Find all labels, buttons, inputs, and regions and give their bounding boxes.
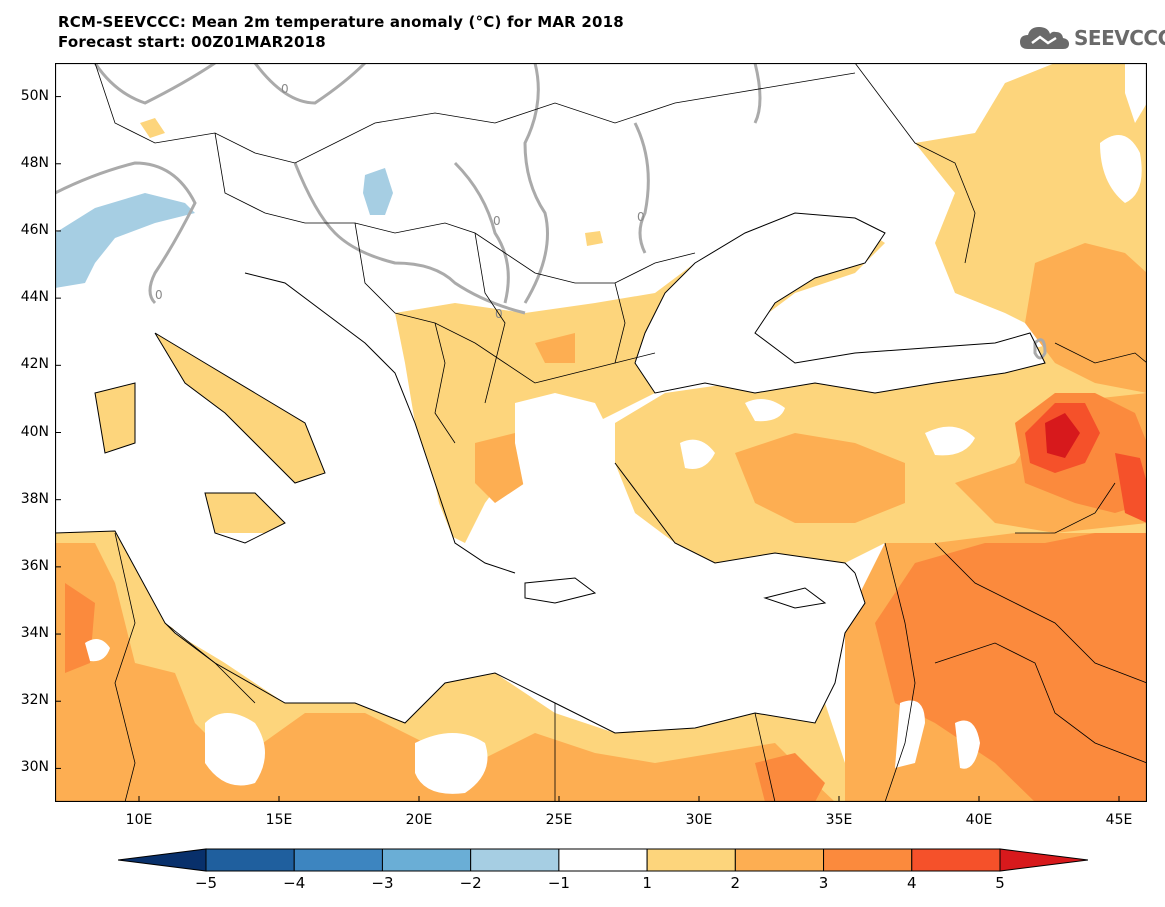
title-line-2: Forecast start: 00Z01MAR2018	[58, 33, 326, 51]
contour-label: 0	[493, 214, 501, 228]
colorbar-segment	[470, 848, 560, 872]
colorbar-label: −1	[547, 874, 570, 892]
longitude-label: 15E	[265, 812, 293, 828]
africa-cool-spot-2	[415, 733, 488, 794]
colorbar-segment	[823, 848, 913, 872]
latitude-label: 32N	[20, 692, 49, 709]
latitude-label: 30N	[20, 759, 49, 776]
anomaly-map: 0 0 0 0 0	[54, 61, 1148, 803]
colorbar-min-arrow	[118, 848, 207, 872]
latitude-label: 36N	[20, 557, 49, 574]
caspian-corner	[1125, 63, 1147, 123]
poland-warm-spot	[585, 231, 603, 246]
colorbar-segment	[293, 848, 383, 872]
map-panel: 0 0 0 0 0	[54, 61, 1148, 803]
caucasus-anomaly-gt5	[1045, 413, 1080, 458]
colorbar-label: −5	[194, 874, 218, 892]
black-sea	[635, 213, 1045, 393]
colorbar-segment	[381, 848, 472, 872]
latitude-label: 38N	[20, 490, 49, 507]
colorbar-segment	[911, 848, 1001, 872]
cloud-icon	[1020, 27, 1069, 49]
africa-anomaly-2to3	[55, 543, 835, 802]
desert-cool-spot-2	[955, 720, 980, 769]
logo-text: SEEVCCC	[1074, 26, 1165, 50]
colorbar-label: −3	[371, 874, 394, 892]
balkans-anomaly-2to3	[475, 333, 575, 503]
hungary-cool-anomaly	[363, 168, 393, 215]
latitude-label: 50N	[20, 87, 49, 104]
map-frame	[54, 62, 1148, 803]
anatolia-cool-spot-1	[745, 399, 785, 422]
latitude-label: 34N	[20, 625, 49, 642]
longitude-label: 30E	[685, 812, 713, 828]
latitude-label: 44N	[20, 289, 49, 306]
colorbar-segment	[205, 848, 295, 872]
colorbar-label: 4	[906, 874, 917, 892]
russia-cool-spot	[1100, 135, 1142, 203]
contour-label: 0	[281, 82, 289, 96]
zero-contour-lines	[54, 61, 1047, 360]
map-title: RCM-SEEVCCC: Mean 2m temperature anomaly…	[58, 12, 624, 52]
italy-anomaly-1to2	[95, 333, 325, 543]
mediterranean-sea	[155, 463, 865, 733]
contour-label: 0	[637, 210, 645, 224]
longitude-label: 10E	[125, 812, 153, 828]
colorbar-label: −2	[459, 874, 482, 892]
adriatic-sea	[245, 273, 395, 393]
colorbar-segment	[646, 848, 736, 872]
colorbar-label: 5	[995, 874, 1005, 892]
aegean-sea	[515, 393, 615, 553]
africa-cool-spot-1	[205, 713, 265, 786]
latitude-label: 40N	[20, 423, 49, 440]
longitude-label: 25E	[545, 812, 573, 828]
colorbar-label: −4	[283, 874, 306, 892]
contour-label: 0	[155, 288, 163, 302]
latitude-label: 42N	[20, 356, 49, 373]
longitude-label: 35E	[825, 812, 853, 828]
coastlines	[54, 212, 1046, 734]
seevccc-logo: SEEVCCC	[1018, 22, 1165, 54]
colorbar-label: 1	[642, 874, 652, 892]
longitude-label: 40E	[965, 812, 993, 828]
colorbar-label: 2	[730, 874, 741, 892]
colorbar-segment	[734, 848, 825, 872]
germany-warm-spot	[140, 118, 165, 138]
levant-anomaly-3to4	[875, 533, 1147, 802]
longitude-label: 20E	[405, 812, 433, 828]
anatolia-cool-spot-2	[925, 426, 975, 456]
longitude-label: 45E	[1105, 812, 1133, 828]
title-line-1: RCM-SEEVCCC: Mean 2m temperature anomaly…	[58, 13, 624, 31]
colorbar-label: 3	[818, 874, 829, 892]
anatolia-cool-spot-3	[680, 439, 715, 469]
colorbar-max-arrow	[999, 848, 1088, 872]
africa-cool-spot-3	[85, 639, 110, 662]
country-borders	[94, 62, 1148, 803]
colorbar	[118, 848, 1088, 872]
colorbar-segment	[558, 848, 648, 872]
latitude-label: 48N	[20, 154, 49, 171]
alps-cool-anomaly	[55, 193, 195, 288]
latitude-label: 46N	[20, 221, 49, 238]
russia-anomaly-2to3	[1025, 243, 1147, 393]
